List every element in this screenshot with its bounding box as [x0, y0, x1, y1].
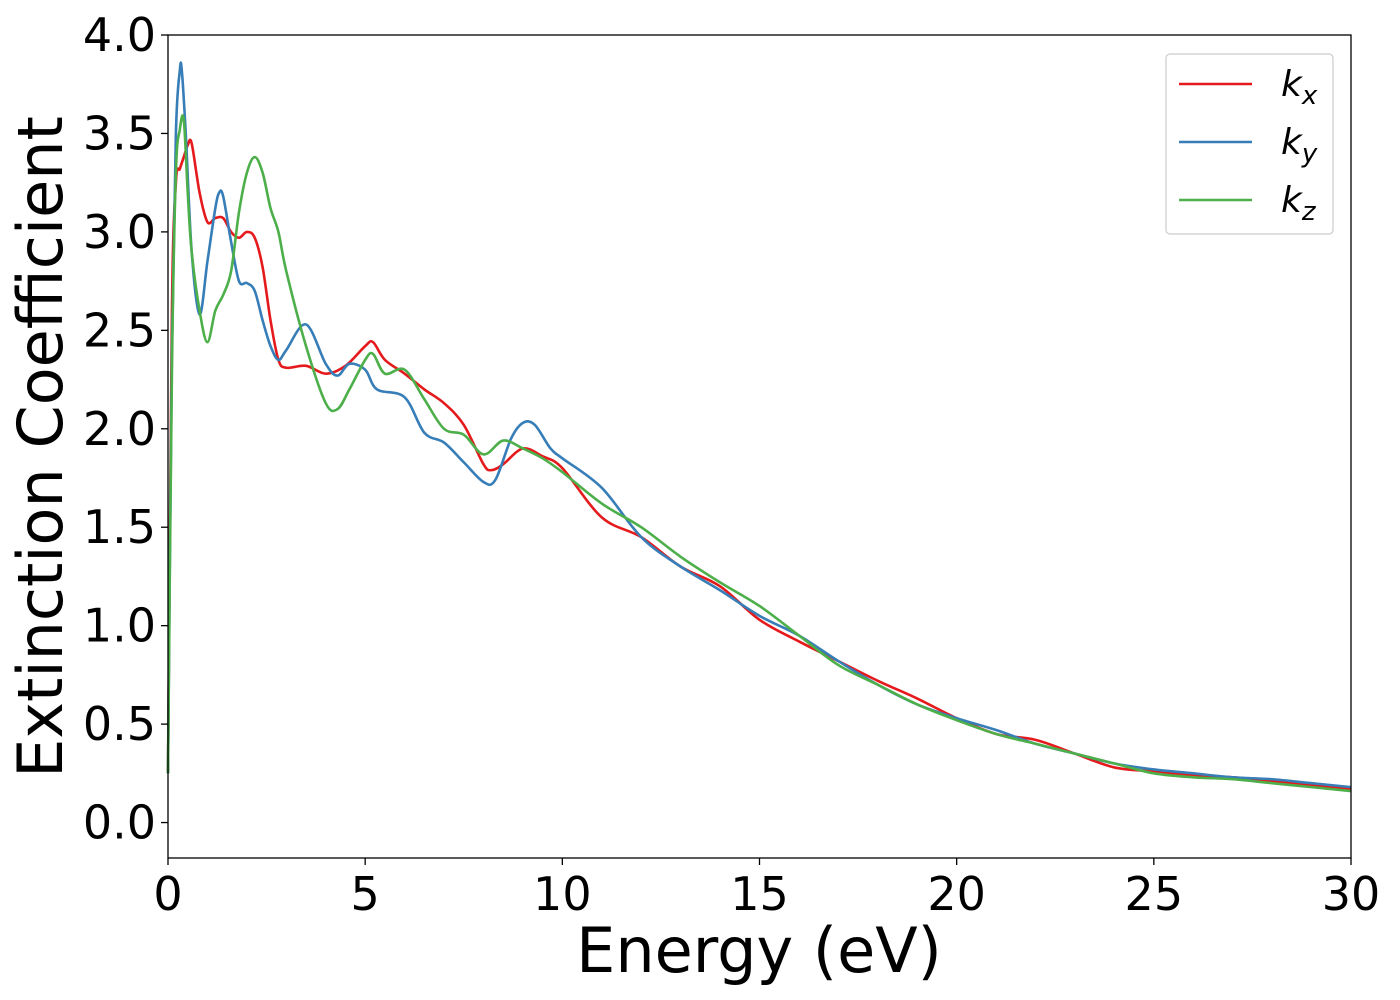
x-tick-label: 25	[1125, 867, 1184, 921]
legend-label-subscript: y	[1301, 139, 1318, 169]
series-line-ky	[166, 61, 1352, 789]
x-axis-title: Energy (eV)	[576, 914, 942, 987]
legend-label-main: k	[1281, 64, 1304, 105]
x-tick-label: 10	[533, 867, 592, 921]
series-layer	[166, 61, 1352, 793]
y-axis-title: Extinction Coefficient	[4, 116, 77, 778]
y-tick-label: 0.5	[83, 697, 156, 751]
y-axis-ticks: 0.0 0.5 1.0 1.5 2.0 2.5 3.0 3.5 4.0	[83, 8, 168, 850]
legend-label-subscript: z	[1301, 197, 1317, 227]
y-tick-label: 3.0	[83, 205, 156, 259]
x-axis-ticks: 0 5 10 15 20 25 30	[153, 858, 1380, 921]
legend-label-main: k	[1281, 122, 1304, 163]
y-tick-label: 4.0	[83, 8, 156, 62]
legend-box	[1165, 53, 1334, 235]
legend-label-ky: ky	[1281, 122, 1318, 169]
x-tick-label: 30	[1322, 867, 1381, 921]
x-tick-label: 15	[730, 867, 789, 921]
y-tick-label: 3.5	[83, 106, 156, 160]
y-tick-label: 1.0	[83, 599, 156, 653]
legend-label-kz: kz	[1281, 180, 1317, 227]
x-tick-label: 20	[927, 867, 986, 921]
series-line-kz	[166, 114, 1352, 793]
legend-label-main: k	[1281, 180, 1304, 221]
y-tick-label: 1.5	[83, 500, 156, 554]
legend-label-subscript: x	[1301, 81, 1318, 111]
y-tick-label: 0.0	[83, 796, 156, 850]
x-tick-label: 0	[153, 867, 182, 921]
y-tick-label: 2.0	[83, 402, 156, 456]
x-tick-label: 5	[351, 867, 380, 921]
y-tick-label: 2.5	[83, 303, 156, 357]
legend-label-kx: kx	[1281, 64, 1318, 111]
